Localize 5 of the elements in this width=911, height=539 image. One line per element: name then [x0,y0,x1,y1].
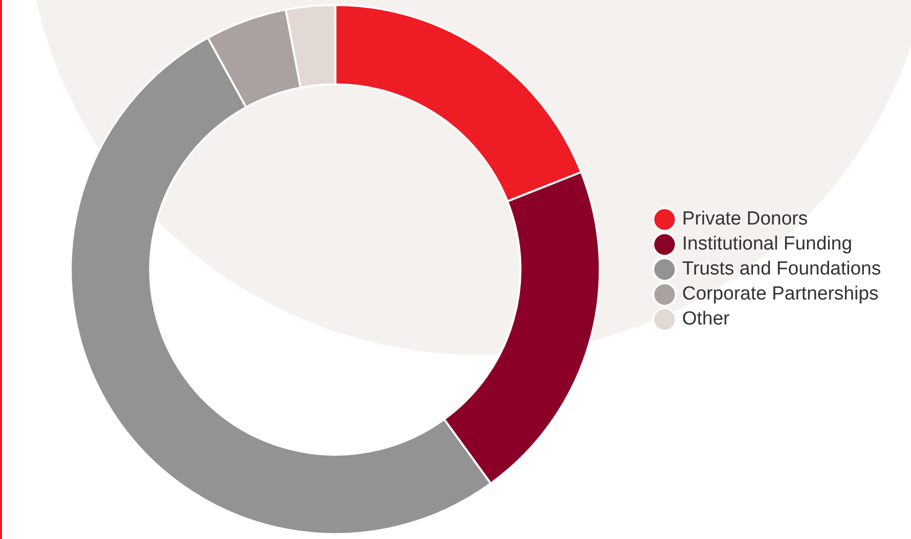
legend-label: Private Donors [682,208,808,230]
legend-label: Other [682,308,730,330]
legend-label: Corporate Partnerships [682,284,879,305]
legend-label: Trusts and Foundations [682,258,881,280]
legend-label: Institutional Funding [682,234,852,255]
